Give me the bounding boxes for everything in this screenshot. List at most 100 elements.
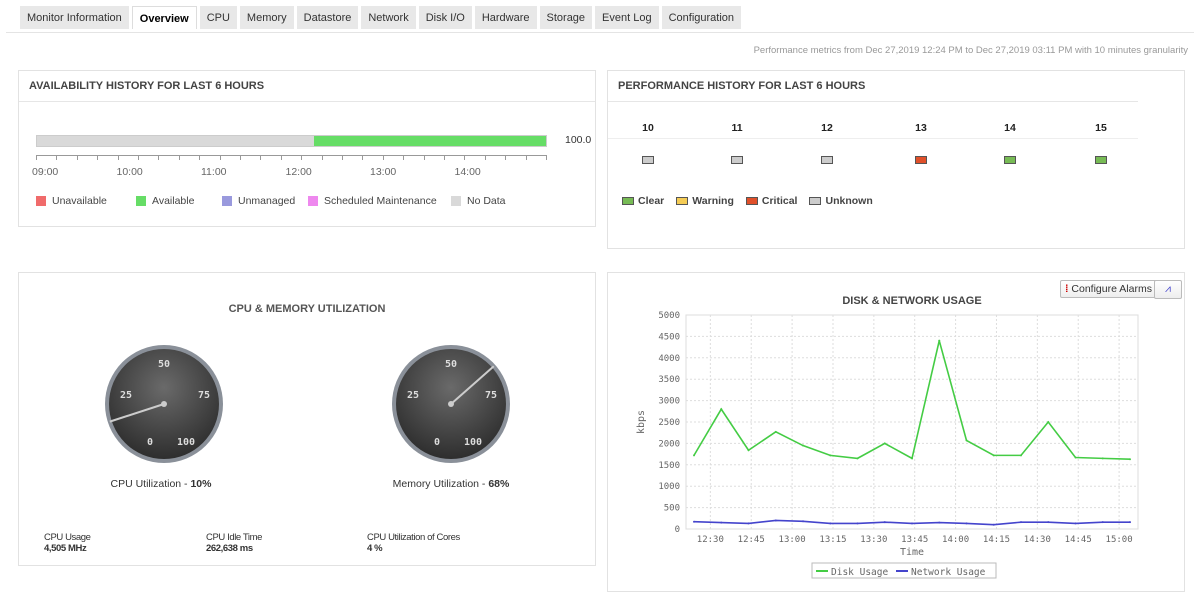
axis-tick	[199, 156, 201, 160]
x-tick-label: 14:30	[1024, 535, 1051, 545]
status-clear[interactable]	[1004, 156, 1016, 164]
axis-tick	[219, 156, 221, 160]
y-tick-label: 4500	[658, 332, 680, 342]
stat-value: 4,505 MHz	[44, 543, 87, 554]
data-point	[883, 442, 886, 445]
status-unknown[interactable]	[731, 156, 743, 164]
axis-tick	[484, 156, 486, 160]
y-tick-label: 3500	[658, 375, 680, 385]
tab-disk-i-o[interactable]: Disk I/O	[418, 6, 472, 29]
tab-datastore[interactable]: Datastore	[296, 6, 359, 29]
gauge-tick-label: 0	[147, 437, 153, 448]
data-point	[1129, 521, 1131, 524]
legend-label: Scheduled Maintenance	[324, 195, 437, 207]
tab-monitor-information[interactable]: Monitor Information	[20, 6, 129, 29]
legend-swatch	[36, 196, 46, 206]
divider	[608, 138, 1138, 139]
legend-label: Available	[152, 195, 195, 207]
legend-swatch	[676, 197, 689, 205]
status-critical[interactable]	[915, 156, 927, 164]
configure-alarms-button[interactable]: ⁞ Configure Alarms	[1060, 280, 1157, 298]
data-point	[1020, 454, 1022, 457]
axis-tick	[403, 156, 405, 160]
legend-label[interactable]: Disk Usage	[831, 567, 888, 578]
chart-title: DISK & NETWORK USAGE	[842, 295, 981, 307]
tab-divider	[6, 32, 1194, 33]
x-tick-label: 12:30	[697, 535, 724, 545]
data-point	[747, 449, 750, 452]
tab-network[interactable]: Network	[361, 6, 416, 29]
time-axis: 09:00 10:00 11:00 12:00 13:00 14:00	[32, 155, 547, 185]
hour-label: 15	[1095, 122, 1107, 134]
data-point	[992, 454, 995, 457]
y-tick-label: 4000	[658, 354, 680, 364]
tab-event-log[interactable]: Event Log	[595, 6, 659, 29]
availability-panel: AVAILABILITY HISTORY FOR LAST 6 HOURS 10…	[18, 70, 596, 227]
gauge-tick-label: 25	[407, 390, 419, 401]
data-point	[693, 454, 695, 457]
data-point	[720, 408, 723, 411]
legend-item: Scheduled Maintenance	[308, 195, 451, 207]
cpu-memory-panel: CPU & MEMORY UTILIZATION 0 25 50 75 100 0 25 50…	[18, 272, 596, 566]
legend-item: Available	[136, 195, 222, 207]
hour-label: 10:00	[116, 166, 143, 178]
status-unknown[interactable]	[821, 156, 833, 164]
legend-item: Unknown	[809, 195, 873, 207]
tab-storage[interactable]: Storage	[539, 6, 593, 29]
data-point	[938, 339, 941, 342]
data-point	[802, 444, 804, 447]
tab-memory[interactable]: Memory	[239, 6, 294, 29]
legend-swatch	[308, 196, 318, 206]
status-clear[interactable]	[1095, 156, 1107, 164]
memory-utilization-label: Memory Utilization - 68%	[311, 478, 591, 490]
x-axis-label: Time	[900, 547, 924, 558]
x-tick-label: 15:00	[1106, 535, 1133, 545]
x-tick-label: 14:45	[1065, 535, 1092, 545]
legend-swatch	[745, 197, 758, 205]
disk-network-panel: ⁞ Configure Alarms ⩘ DISK & NETWORK USAG…	[607, 272, 1185, 592]
x-tick-label: 14:15	[983, 535, 1010, 545]
performance-legend: Clear Warning Critical Unknown	[622, 195, 873, 207]
data-point	[1074, 456, 1077, 459]
hour-label: 11:00	[201, 166, 227, 178]
legend-label[interactable]: Network Usage	[911, 567, 986, 578]
data-point	[1020, 521, 1022, 524]
memory-value: 68%	[488, 478, 510, 490]
y-tick-label: 2000	[658, 439, 680, 449]
axis-tick	[342, 156, 343, 160]
status-unknown[interactable]	[642, 156, 654, 164]
tab-overview[interactable]: Overview	[131, 6, 197, 29]
chart-type-icon[interactable]: ⩘	[1154, 280, 1182, 299]
axis-tick	[260, 156, 262, 160]
data-point	[1047, 521, 1050, 524]
axis-tick	[505, 156, 507, 160]
gauge-needle	[450, 365, 495, 405]
data-point	[1047, 421, 1050, 423]
legend-label: Unmanaged	[238, 195, 296, 207]
cpu-value: 10%	[190, 478, 212, 490]
axis-tick	[423, 156, 425, 160]
data-point	[774, 430, 777, 433]
axis-tick	[546, 156, 547, 160]
tab-configuration[interactable]: Configuration	[661, 6, 742, 29]
data-point	[1129, 458, 1131, 461]
x-tick-label: 13:15	[819, 535, 846, 545]
axis-tick	[240, 156, 241, 160]
gauge-tick-label: 75	[198, 390, 210, 401]
data-point	[883, 521, 886, 524]
memory-label-text: Memory Utilization -	[392, 478, 489, 490]
legend-swatch	[809, 197, 822, 205]
data-point	[938, 521, 941, 524]
data-point	[774, 519, 777, 522]
stat-cpu-cores: CPU Utilization of Cores 4 %	[367, 532, 460, 554]
data-point	[965, 439, 968, 442]
y-tick-label: 500	[664, 504, 680, 514]
data-point	[829, 522, 832, 525]
y-tick-label: 5000	[658, 311, 680, 321]
data-point	[856, 522, 859, 525]
tab-hardware[interactable]: Hardware	[474, 6, 537, 29]
gauge-tick-label: 25	[120, 390, 132, 401]
tab-cpu[interactable]: CPU	[199, 6, 237, 29]
axis-tick	[280, 156, 282, 160]
legend-label: No Data	[467, 195, 506, 207]
